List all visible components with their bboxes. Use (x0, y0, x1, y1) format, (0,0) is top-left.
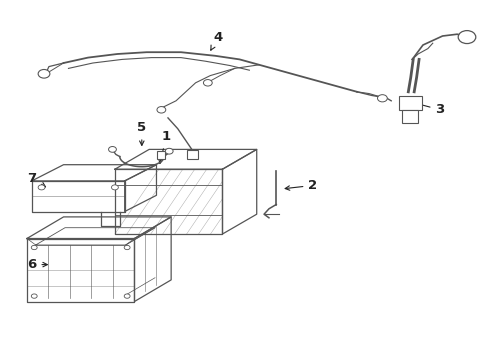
Polygon shape (115, 149, 256, 169)
Bar (156, 151, 165, 159)
Polygon shape (32, 165, 156, 181)
Bar (402, 110, 417, 123)
Circle shape (111, 185, 118, 190)
Text: 6: 6 (27, 258, 47, 271)
Circle shape (157, 107, 165, 113)
Bar (398, 96, 421, 110)
Circle shape (124, 246, 130, 250)
Bar (186, 150, 197, 159)
Circle shape (377, 95, 386, 102)
Circle shape (38, 69, 50, 78)
Circle shape (31, 246, 37, 250)
Text: 4: 4 (210, 31, 222, 50)
Circle shape (203, 80, 212, 86)
Circle shape (165, 148, 173, 154)
Circle shape (457, 31, 475, 44)
Text: 1: 1 (159, 130, 170, 163)
Polygon shape (115, 169, 222, 234)
Text: 5: 5 (137, 121, 146, 145)
Circle shape (38, 185, 45, 190)
Text: 2: 2 (285, 179, 317, 192)
Polygon shape (222, 149, 256, 234)
Polygon shape (124, 165, 156, 211)
Polygon shape (27, 238, 134, 302)
Circle shape (31, 294, 37, 298)
Circle shape (108, 147, 116, 152)
Polygon shape (27, 217, 171, 238)
Text: 7: 7 (27, 172, 45, 187)
Circle shape (124, 294, 130, 298)
Polygon shape (134, 217, 171, 302)
Polygon shape (32, 181, 124, 211)
Text: 3: 3 (416, 103, 444, 116)
